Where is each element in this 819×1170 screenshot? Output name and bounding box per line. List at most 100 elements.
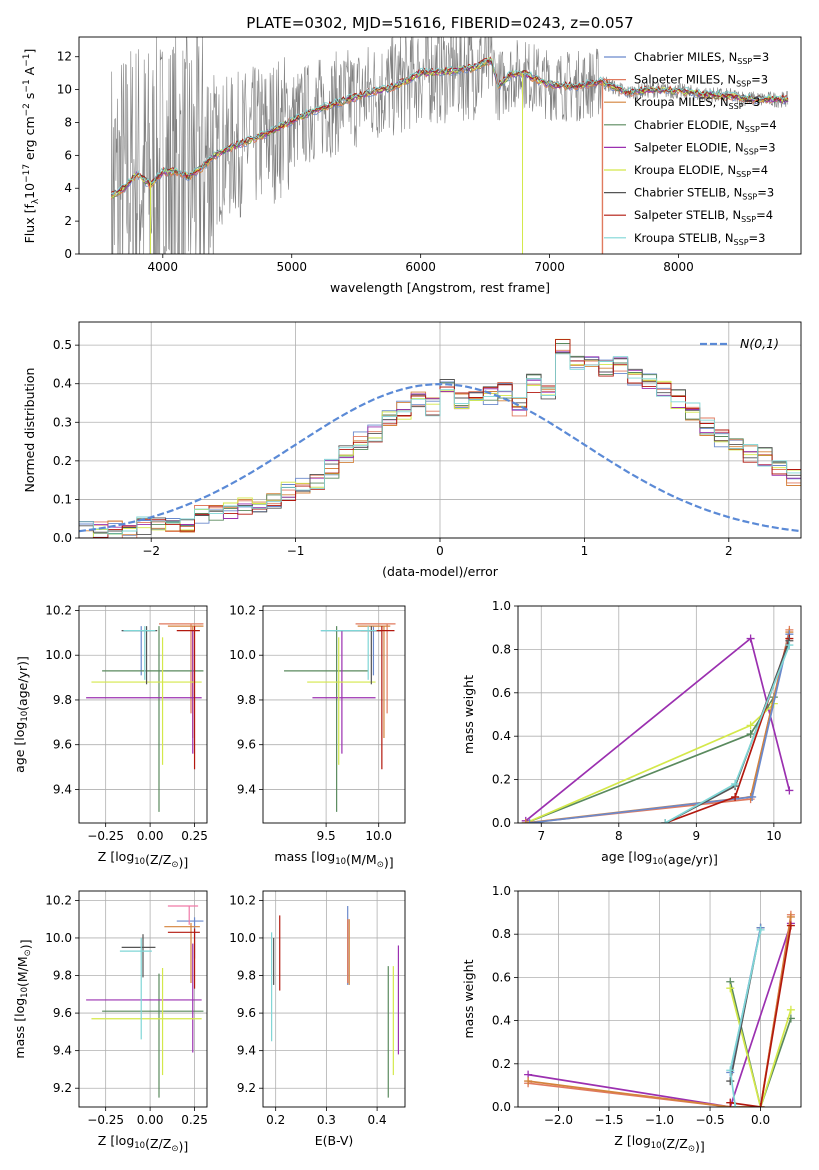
axes-frame xyxy=(78,321,802,539)
x-tick-label: −2.0 xyxy=(544,1113,573,1127)
histogram-step xyxy=(79,353,801,535)
y-tick-label: 12 xyxy=(57,50,72,64)
x-tick-label: 1 xyxy=(581,544,589,558)
point-marker xyxy=(756,1103,765,1107)
y-tick-label: 0.0 xyxy=(53,531,72,545)
x-tick-label: 0.4 xyxy=(368,1113,387,1127)
x-axis-label: Z [log10(Z/Z⊙)] xyxy=(614,1133,704,1154)
y-tick-label: 10.0 xyxy=(229,931,256,945)
point-marker xyxy=(756,925,765,934)
x-tick-label: 5000 xyxy=(276,260,307,274)
y-tick-label: 10.2 xyxy=(45,893,72,907)
model-spectrum-line xyxy=(110,58,789,196)
panel-mass_weight_vs_age: 7 8 9 10 0.0 0.2 0.4 0.6 0.8 1.0 age [log10(age/yr… xyxy=(461,599,802,867)
mass-weight-line xyxy=(729,929,762,1107)
figure-title: PLATE=0302, MJD=51616, FIBERID=0243, z=0… xyxy=(246,14,633,32)
model-spectrum-line xyxy=(111,56,789,193)
legend-label: Salpeter MILES, NSSP=3 xyxy=(634,73,768,89)
legend-label: Chabrier MILES, NSSP=3 xyxy=(634,50,769,66)
y-axis-label: Normed distribution xyxy=(22,368,37,493)
y-tick-label: 0.2 xyxy=(492,1057,511,1071)
mass-weight-line xyxy=(664,644,791,823)
plot-area xyxy=(524,910,795,1107)
x-tick-label: 0.2 xyxy=(266,1113,285,1127)
legend-label: Salpeter STELIB, NSSP=4 xyxy=(634,208,773,224)
y-axis-label: mass [log10(M/M⊙)] xyxy=(12,939,33,1058)
y-tick-label: 10.0 xyxy=(45,648,72,662)
legend-label: Salpeter ELODIE, NSSP=3 xyxy=(634,140,776,156)
y-tick-label: 9.8 xyxy=(237,693,256,707)
panel-age_vs_mass: 9.5 10.0 9.4 9.6 9.8 10.0 10.2 mass [log10(M/M⊙… xyxy=(229,603,406,870)
x-tick-label: 9.5 xyxy=(317,829,336,843)
legend-label: Kroupa ELODIE, NSSP=4 xyxy=(634,163,768,179)
x-axis-label: E(B-V) xyxy=(315,1133,354,1148)
x-tick-label: −0.25 xyxy=(87,829,124,843)
point-marker xyxy=(731,779,740,788)
y-tick-label: 10.0 xyxy=(229,648,256,662)
x-tick-label: −2 xyxy=(142,544,160,558)
y-tick-label: 9.6 xyxy=(237,738,256,752)
x-tick-label: 8000 xyxy=(663,260,694,274)
panel-mass_vs_Z: −0.25 0.00 0.25 9.2 9.4 9.6 9.8 10.0 10.2 Z [log1… xyxy=(12,890,208,1154)
point-marker xyxy=(524,1077,533,1086)
x-tick-label: 0.25 xyxy=(181,1113,208,1127)
y-tick-label: 0.6 xyxy=(492,970,511,984)
plot-area xyxy=(521,625,794,823)
mass-weight-line xyxy=(665,638,791,823)
axes-frame xyxy=(517,890,802,1108)
y-tick-label: 0.5 xyxy=(53,338,72,352)
x-tick-label: −1 xyxy=(287,544,305,558)
y-tick-label: 0.4 xyxy=(492,729,511,743)
panel-residuals: −2 −1 0 1 2 0.0 0.1 0.2 0.3 0.4 0.5 N(0,1) (data-mod… xyxy=(22,321,802,579)
y-tick-label: 10.2 xyxy=(229,893,256,907)
plot-area xyxy=(86,623,204,812)
plot-area xyxy=(284,623,396,812)
y-tick-label: 2 xyxy=(64,214,72,228)
y-axis-label: mass weight xyxy=(461,675,476,754)
point-marker xyxy=(726,1077,735,1086)
x-tick-label: −1.5 xyxy=(594,1113,623,1127)
plot-area xyxy=(110,37,789,254)
x-axis-label: mass [log10(M/M⊙)] xyxy=(274,849,393,870)
x-tick-label: 2 xyxy=(725,544,733,558)
point-marker xyxy=(786,1005,795,1014)
y-tick-label: 0.4 xyxy=(53,377,72,391)
point-marker xyxy=(731,1103,740,1107)
x-axis-label: age [log10(age/yr)] xyxy=(601,849,718,867)
point-marker xyxy=(746,634,755,643)
histogram-step xyxy=(79,339,801,538)
histogram-step xyxy=(79,352,801,535)
y-tick-label: 0.8 xyxy=(492,927,511,941)
gaussian-curve xyxy=(79,382,801,533)
plot-area xyxy=(86,905,204,1098)
y-tick-label: 0.4 xyxy=(492,1014,511,1028)
y-tick-label: 10.2 xyxy=(229,603,256,617)
point-marker xyxy=(746,730,755,739)
point-marker xyxy=(726,984,735,993)
mass-weight-line xyxy=(527,923,792,1107)
y-tick-label: 9.4 xyxy=(237,1044,256,1058)
y-axis-label: age [log10(age/yr)] xyxy=(12,656,30,773)
y-tick-label: 0.2 xyxy=(492,773,511,787)
y-axis-label: Flux [fλ10−17 erg cm−2 s−1 A−1] xyxy=(22,49,41,244)
y-tick-label: 9.8 xyxy=(53,969,72,983)
y-tick-label: 10.0 xyxy=(45,931,72,945)
mass-weight-line xyxy=(525,702,775,823)
legend-label: Kroupa STELIB, NSSP=3 xyxy=(634,231,765,247)
y-tick-label: 9.6 xyxy=(53,738,72,752)
x-tick-label: 10 xyxy=(766,829,781,843)
y-tick-label: 9.6 xyxy=(237,1006,256,1020)
axes-frame xyxy=(78,36,802,255)
x-axis-label: Z [log10(Z/Z⊙)] xyxy=(98,1133,188,1154)
y-tick-label: 6 xyxy=(64,148,72,162)
point-marker xyxy=(726,1066,735,1075)
x-tick-label: 0.25 xyxy=(181,829,208,843)
x-tick-label: 0 xyxy=(436,544,444,558)
legend-label: Chabrier STELIB, NSSP=3 xyxy=(634,186,774,202)
y-tick-label: 0.6 xyxy=(492,686,511,700)
x-tick-label: 9 xyxy=(693,829,701,843)
point-marker xyxy=(521,819,530,823)
legend-label: Kroupa MILES, NSSP=3 xyxy=(634,95,760,111)
x-tick-label: 4000 xyxy=(148,260,179,274)
x-axis-label: (data-model)/error xyxy=(382,564,499,579)
